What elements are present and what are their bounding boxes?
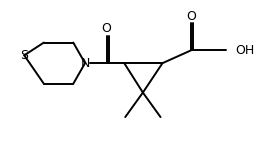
Text: O: O [186,10,196,23]
Text: O: O [102,22,112,35]
Text: N: N [80,57,90,70]
Text: S: S [20,49,28,62]
Text: OH: OH [235,44,254,57]
